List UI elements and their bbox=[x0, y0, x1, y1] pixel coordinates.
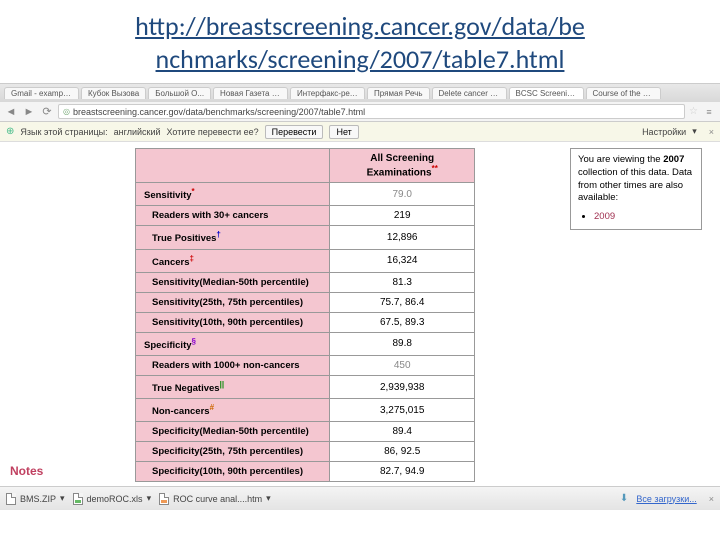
browser-tab[interactable]: Delete cancer conc bbox=[432, 87, 507, 99]
row-label: Readers with 1000+ non-cancers bbox=[136, 355, 330, 375]
translate-ask: Хотите перевести ее? bbox=[167, 127, 259, 137]
browser-chrome: Gmail - examplesКубок ВызоваБольшой О...… bbox=[0, 83, 720, 142]
notes-heading: Notes bbox=[0, 464, 43, 478]
year-link-2009[interactable]: 2009 bbox=[594, 211, 615, 222]
row-value: 86, 92.5 bbox=[330, 442, 475, 462]
back-icon[interactable]: ◄ bbox=[4, 105, 18, 119]
row-value: 2,939,938 bbox=[330, 375, 475, 398]
download-bar: BMS.ZIP▾ demoROC.xls▾ ROC curve anal....… bbox=[0, 486, 720, 510]
browser-tab[interactable]: Прямая Речь bbox=[367, 87, 429, 99]
row-value: 3,275,015 bbox=[330, 399, 475, 422]
close-bar-icon[interactable]: × bbox=[709, 494, 714, 504]
table-row: Sensitivity(10th, 90th percentiles)67.5,… bbox=[136, 312, 475, 332]
browser-tab[interactable]: BCSC Screening Perf bbox=[509, 87, 584, 99]
browser-tab[interactable]: Большой О... bbox=[148, 87, 211, 99]
year-sidebox: You are viewing the 2007 collection of t… bbox=[570, 148, 702, 230]
table-row: Sensitivity*79.0 bbox=[136, 183, 475, 206]
close-icon[interactable]: × bbox=[709, 127, 714, 137]
table-row: Cancers‡16,324 bbox=[136, 249, 475, 272]
row-label: True Negatives|| bbox=[136, 375, 330, 398]
url-text: breastscreening.cancer.gov/data/benchmar… bbox=[73, 107, 365, 117]
tab-bar: Gmail - examplesКубок ВызоваБольшой О...… bbox=[0, 84, 720, 102]
table-row: Specificity(Median-50th percentile)89.4 bbox=[136, 422, 475, 442]
benchmarks-table: All Screening Examinations** Sensitivity… bbox=[135, 148, 475, 482]
row-label: True Positives† bbox=[136, 226, 330, 249]
row-label: Specificity§ bbox=[136, 332, 330, 355]
download-item[interactable]: BMS.ZIP▾ bbox=[6, 493, 65, 505]
table-row: Specificity§89.8 bbox=[136, 332, 475, 355]
translate-icon: ⊕ bbox=[6, 126, 14, 137]
reload-icon[interactable]: ⟳ bbox=[40, 105, 54, 119]
row-value: 67.5, 89.3 bbox=[330, 312, 475, 332]
row-value: 450 bbox=[330, 355, 475, 375]
row-value: 89.8 bbox=[330, 332, 475, 355]
row-label: Readers with 30+ cancers bbox=[136, 206, 330, 226]
row-label: Specificity(10th, 90th percentiles) bbox=[136, 462, 330, 482]
table-row: True Positives†12,896 bbox=[136, 226, 475, 249]
slide-title-url: http://breastscreening.cancer.gov/data/b… bbox=[0, 0, 720, 83]
browser-tab[interactable]: Course of the Brea bbox=[586, 87, 661, 99]
download-all-icon[interactable]: ⬇ bbox=[620, 493, 628, 504]
row-label: Specificity(25th, 75th percentiles) bbox=[136, 442, 330, 462]
url-input[interactable]: ◎ breastscreening.cancer.gov/data/benchm… bbox=[58, 104, 685, 119]
translate-lang: английский bbox=[114, 127, 161, 137]
translate-label: Язык этой страницы: bbox=[20, 127, 107, 137]
table-row: Specificity(25th, 75th percentiles)86, 9… bbox=[136, 442, 475, 462]
globe-icon: ◎ bbox=[63, 107, 70, 116]
bookmark-icon[interactable]: ☆ bbox=[689, 106, 698, 117]
row-label: Specificity(Median-50th percentile) bbox=[136, 422, 330, 442]
translate-bar: ⊕ Язык этой страницы: английский Хотите … bbox=[0, 122, 720, 142]
row-value: 12,896 bbox=[330, 226, 475, 249]
all-downloads-link[interactable]: Все загрузки... bbox=[636, 494, 696, 504]
browser-tab[interactable]: Интерфакс-религия bbox=[290, 87, 365, 99]
row-label: Sensitivity(Median-50th percentile) bbox=[136, 272, 330, 292]
row-value: 81.3 bbox=[330, 272, 475, 292]
address-bar: ◄ ► ⟳ ◎ breastscreening.cancer.gov/data/… bbox=[0, 102, 720, 122]
translate-settings[interactable]: Настройки bbox=[642, 127, 686, 137]
row-value: 89.4 bbox=[330, 422, 475, 442]
download-item[interactable]: ROC curve anal....htm▾ bbox=[159, 493, 271, 505]
row-label: Non-cancers# bbox=[136, 399, 330, 422]
translate-no-button[interactable]: Нет bbox=[329, 125, 358, 139]
row-value: 75.7, 86.4 bbox=[330, 292, 475, 312]
row-label: Sensitivity(10th, 90th percentiles) bbox=[136, 312, 330, 332]
row-value: 219 bbox=[330, 206, 475, 226]
browser-tab[interactable]: Новая Газета | М У... bbox=[213, 87, 288, 99]
browser-tab[interactable]: Gmail - examples bbox=[4, 87, 79, 99]
table-header: All Screening Examinations** bbox=[330, 149, 475, 183]
table-row: Specificity(10th, 90th percentiles)82.7,… bbox=[136, 462, 475, 482]
row-value: 79.0 bbox=[330, 183, 475, 206]
table-corner bbox=[136, 149, 330, 183]
download-item[interactable]: demoROC.xls▾ bbox=[73, 493, 152, 505]
row-value: 16,324 bbox=[330, 249, 475, 272]
row-label: Cancers‡ bbox=[136, 249, 330, 272]
page-content: All Screening Examinations** Sensitivity… bbox=[0, 142, 720, 480]
row-value: 82.7, 94.9 bbox=[330, 462, 475, 482]
table-row: Sensitivity(Median-50th percentile)81.3 bbox=[136, 272, 475, 292]
row-label: Sensitivity(25th, 75th percentiles) bbox=[136, 292, 330, 312]
forward-icon[interactable]: ► bbox=[22, 105, 36, 119]
table-row: Sensitivity(25th, 75th percentiles)75.7,… bbox=[136, 292, 475, 312]
menu-icon[interactable]: ≡ bbox=[702, 107, 716, 117]
row-label: Sensitivity* bbox=[136, 183, 330, 206]
table-row: Readers with 1000+ non-cancers450 bbox=[136, 355, 475, 375]
table-row: Non-cancers#3,275,015 bbox=[136, 399, 475, 422]
table-row: Readers with 30+ cancers219 bbox=[136, 206, 475, 226]
browser-tab[interactable]: Кубок Вызова bbox=[81, 87, 146, 99]
table-row: True Negatives||2,939,938 bbox=[136, 375, 475, 398]
translate-yes-button[interactable]: Перевести bbox=[265, 125, 324, 139]
